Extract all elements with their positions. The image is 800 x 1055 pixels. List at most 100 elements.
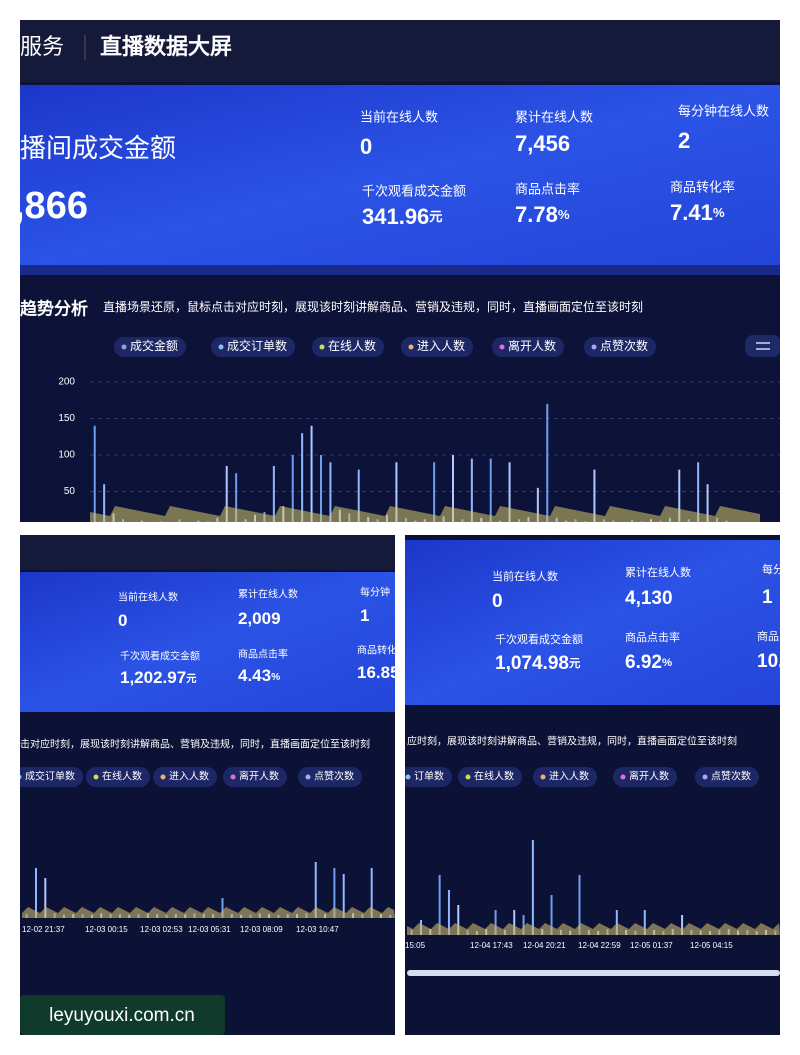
metric-value: 7,456	[515, 131, 570, 156]
filter-icon	[756, 342, 770, 350]
legend-dot	[465, 774, 471, 780]
legend-pill[interactable]	[613, 767, 677, 787]
legend-pill[interactable]	[223, 767, 287, 787]
legend-label: 点赞次数	[314, 770, 354, 783]
metric-number: 2,009	[238, 609, 281, 628]
metric-number: 1,074.98	[495, 653, 569, 674]
metric-value: 2,009	[238, 609, 281, 628]
metric-value: 16.85	[357, 663, 400, 682]
legend-dot	[702, 774, 708, 780]
legend-dot	[408, 344, 414, 350]
x-tick-label: 12-03 02:53	[140, 925, 183, 934]
legend-pill[interactable]	[458, 767, 522, 787]
x-tick-label: 15:05	[405, 941, 426, 950]
gmv-value: ,866	[14, 185, 88, 227]
legend-dot	[591, 344, 597, 350]
metric-number: 0	[360, 134, 372, 159]
legend-pill[interactable]	[114, 337, 186, 357]
metric-label: 累计在线人数	[238, 588, 298, 601]
right-photo: 应时刻，展现该时刻讲解商品、营销及违规，同时，直播画面定位至该时刻 当前在线人数…	[398, 535, 784, 1035]
metric-label: 千次观看成交金额	[120, 650, 200, 663]
legend-label: 离开人数	[629, 770, 669, 783]
metric-label: 商品点击率	[625, 630, 680, 644]
metric-number: 4.43	[238, 666, 271, 685]
legend-dot	[405, 774, 411, 780]
y-tick-label: 100	[58, 450, 75, 461]
left-photo: 击对应时刻，展现该时刻讲解商品、营销及违规，同时，直播画面定位至该时刻 当前在线…	[9, 535, 400, 1035]
metric-label: 每分	[762, 562, 784, 576]
legend-pill[interactable]	[153, 767, 217, 787]
metric-value: 4.43%	[238, 666, 280, 685]
metric-unit: 元	[429, 209, 442, 224]
x-tick-label: 12-03 10:47	[296, 925, 339, 934]
legend-dot	[540, 774, 546, 780]
legend-pill[interactable]	[298, 767, 362, 787]
metric-label: 每分钟在线人数	[678, 103, 769, 118]
metric-value: 0	[492, 591, 503, 612]
metric-number: 0	[492, 591, 503, 612]
x-tick-label: 12-05 01:37	[630, 941, 673, 950]
legend-dot	[499, 344, 505, 350]
legend-dot	[305, 774, 311, 780]
metric-number: 7.78	[515, 202, 558, 227]
legend-pill[interactable]	[211, 337, 295, 357]
legend-pill[interactable]	[584, 337, 656, 357]
metric-value: 0	[118, 611, 127, 630]
metric-number: 7,456	[515, 131, 570, 156]
x-tick-label: 12-02 21:37	[22, 925, 65, 934]
legend-pill[interactable]	[533, 767, 597, 787]
metric-label: 千次观看成交金额	[495, 632, 583, 646]
metric-value: 6.92%	[625, 652, 672, 673]
header-bg	[20, 20, 780, 82]
legend-label: 进入人数	[417, 338, 465, 353]
legend-dot	[218, 344, 224, 350]
legend-dot	[620, 774, 626, 780]
legend-pill[interactable]	[401, 337, 473, 357]
metric-number: 6.92	[625, 652, 662, 673]
service: 服务	[20, 34, 64, 59]
metric-value: 4,130	[625, 588, 673, 609]
metric-unit: %	[713, 205, 725, 220]
metric-label: 商品转化率	[670, 179, 735, 194]
metric-value: 1,202.97元	[120, 668, 196, 687]
legend-pill[interactable]	[398, 767, 452, 787]
legend-label: 点赞次数	[600, 338, 648, 353]
metric-number: 2	[678, 128, 690, 153]
legend-label: 在线人数	[102, 770, 142, 783]
metric-number: 4,130	[625, 588, 673, 609]
metric-label: 商品	[757, 629, 779, 643]
metric-number: 7.41	[670, 200, 713, 225]
metric-label: 累计在线人数	[625, 565, 691, 579]
trend-subtitle: 击对应时刻，展现该时刻讲解商品、营销及违规，同时，直播画面定位至该时刻	[20, 738, 370, 751]
metric-label: 商品点击率	[238, 648, 288, 661]
baseline-noise	[22, 907, 395, 918]
metric-value: 7.78%	[515, 202, 570, 227]
baseline-noise	[407, 923, 780, 935]
metric-label: 当前在线人数	[360, 109, 438, 124]
y-tick-label: 150	[58, 413, 75, 424]
legend-pill[interactable]	[86, 767, 150, 787]
legend-dot	[93, 774, 99, 780]
metric-unit: %	[271, 672, 280, 683]
legend-pill[interactable]	[492, 337, 564, 357]
legend-label: 成交订单数	[25, 770, 75, 783]
legend-label: 成交订单数	[227, 338, 287, 353]
metric-label: 千次观看成交金额	[362, 183, 466, 198]
legend-pill[interactable]	[312, 337, 384, 357]
x-tick-label: 12-03 05:31	[188, 925, 231, 934]
metric-value: 1,074.98元	[495, 653, 581, 674]
metric-number: 16.85	[357, 663, 400, 682]
x-tick-label: 12-04 22:59	[578, 941, 621, 950]
legend-pill[interactable]	[9, 767, 83, 787]
legend-label: 离开人数	[508, 338, 556, 353]
kpi-band	[405, 540, 780, 705]
legend-pill[interactable]	[695, 767, 759, 787]
filter-button[interactable]	[745, 335, 781, 357]
legend-label: 离开人数	[239, 770, 279, 783]
metric-unit: 元	[569, 657, 581, 670]
metric-value: 341.96元	[362, 204, 442, 229]
kpi-band	[20, 572, 395, 712]
metric-number: 1	[360, 606, 369, 625]
kpi-band	[20, 85, 780, 265]
